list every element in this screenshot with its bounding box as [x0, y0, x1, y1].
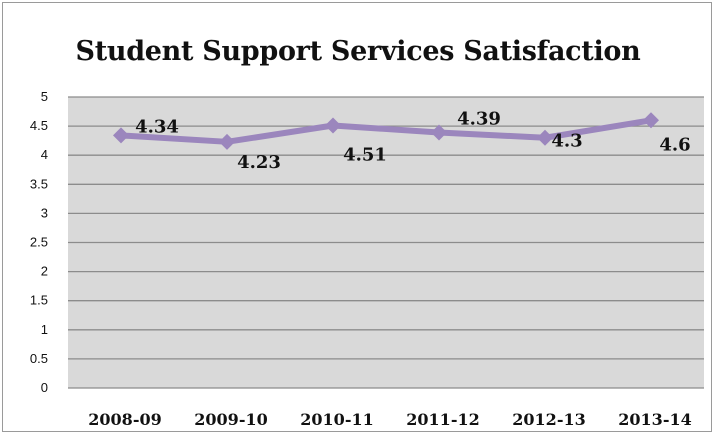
data-point-marker — [643, 112, 659, 129]
chart-title: Student Support Services Satisfaction — [75, 36, 641, 67]
data-label: 4.34 — [135, 116, 179, 137]
y-tick-label: 1 — [41, 322, 48, 337]
x-tick-label: 2012-13 — [512, 410, 585, 429]
data-point-marker — [325, 117, 341, 134]
x-tick-label: 2010-11 — [300, 410, 373, 429]
data-point-marker — [431, 124, 447, 141]
y-tick-label: 0 — [41, 380, 48, 395]
x-tick-label: 2009-10 — [194, 410, 267, 429]
y-tick-label: 4.5 — [30, 118, 48, 133]
data-point-marker — [537, 129, 553, 146]
data-label: 4.51 — [343, 145, 387, 166]
y-tick-label: 2.5 — [30, 235, 48, 250]
y-tick-label: 4 — [41, 147, 48, 162]
x-tick-label: 2013-14 — [618, 410, 691, 429]
x-tick-label: 2008-09 — [88, 410, 161, 429]
data-label: 4.39 — [457, 109, 501, 130]
y-tick-label: 3 — [41, 205, 48, 220]
y-tick-label: 5 — [41, 89, 48, 104]
series-line — [118, 117, 654, 145]
data-point-marker — [219, 133, 235, 150]
data-label: 4.3 — [551, 131, 582, 152]
data-point-marker — [113, 127, 129, 144]
y-tick-label: 1.5 — [30, 293, 48, 308]
x-tick-label: 2011-12 — [406, 410, 479, 429]
data-label: 4.6 — [659, 134, 690, 155]
data-label: 4.23 — [237, 152, 281, 173]
y-tick-label: 2 — [41, 264, 48, 279]
y-tick-label: 3.5 — [30, 176, 48, 191]
y-tick-label: 0.5 — [30, 351, 48, 366]
